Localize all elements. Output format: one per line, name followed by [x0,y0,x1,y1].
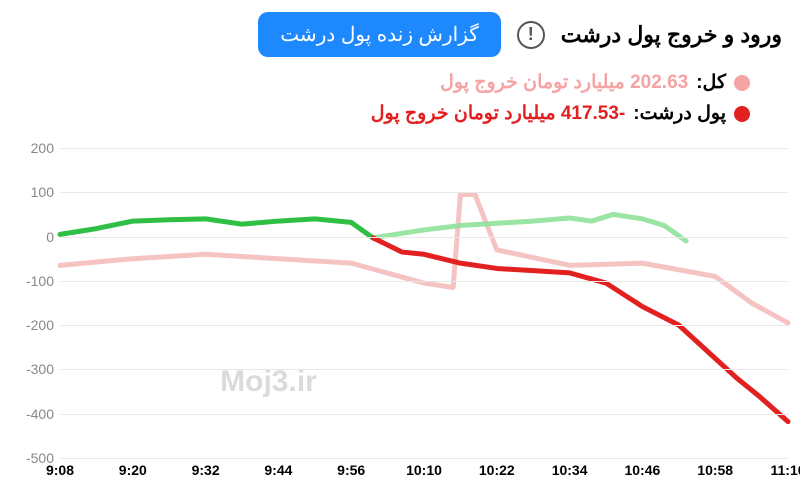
y-tick: 0 [10,229,54,245]
x-tick: 9:32 [192,462,220,478]
info-icon[interactable]: ! [517,21,545,49]
legend-value-big: -417.53 میلیارد تومان خروج پول [371,102,626,125]
legend-label-total: کل: [696,71,726,94]
y-tick: 100 [10,184,54,200]
y-tick: 200 [10,140,54,156]
chart-lines [60,148,788,458]
x-tick: 10:46 [624,462,660,478]
legend-label-big: پول درشت: [633,102,726,125]
x-axis-ticks: 9:089:209:329:449:5610:1010:2210:3410:46… [60,462,788,486]
y-tick: -300 [10,361,54,377]
legend-total: کل: 202.63 میلیارد تومان خروج پول [50,71,750,94]
x-tick: 11:10 [770,462,800,478]
x-tick: 10:34 [552,462,588,478]
x-tick: 10:10 [406,462,442,478]
y-tick: -200 [10,317,54,333]
x-tick: 9:56 [337,462,365,478]
x-tick: 9:20 [119,462,147,478]
chart-title: ورود و خروج پول درشت [561,22,782,48]
legend-value-total: 202.63 میلیارد تومان خروج پول [440,71,688,94]
x-tick: 9:08 [46,462,74,478]
chart-header: ورود و خروج پول درشت ! گزارش زنده پول در… [0,0,800,65]
chart-plot: Moj3.ir 2001000-100-200-300-400-500 [60,148,788,458]
chart-area: Moj3.ir 2001000-100-200-300-400-500 9:08… [10,148,792,493]
x-tick: 9:44 [264,462,292,478]
x-tick: 10:58 [697,462,733,478]
legend-dot-big [734,106,750,122]
y-tick: -400 [10,406,54,422]
chart-legend: کل: 202.63 میلیارد تومان خروج پول پول در… [0,65,800,137]
y-tick: -100 [10,273,54,289]
legend-dot-total [734,75,750,91]
live-report-button[interactable]: گزارش زنده پول درشت [258,12,500,57]
x-tick: 10:22 [479,462,515,478]
legend-big: پول درشت: -417.53 میلیارد تومان خروج پول [50,102,750,125]
